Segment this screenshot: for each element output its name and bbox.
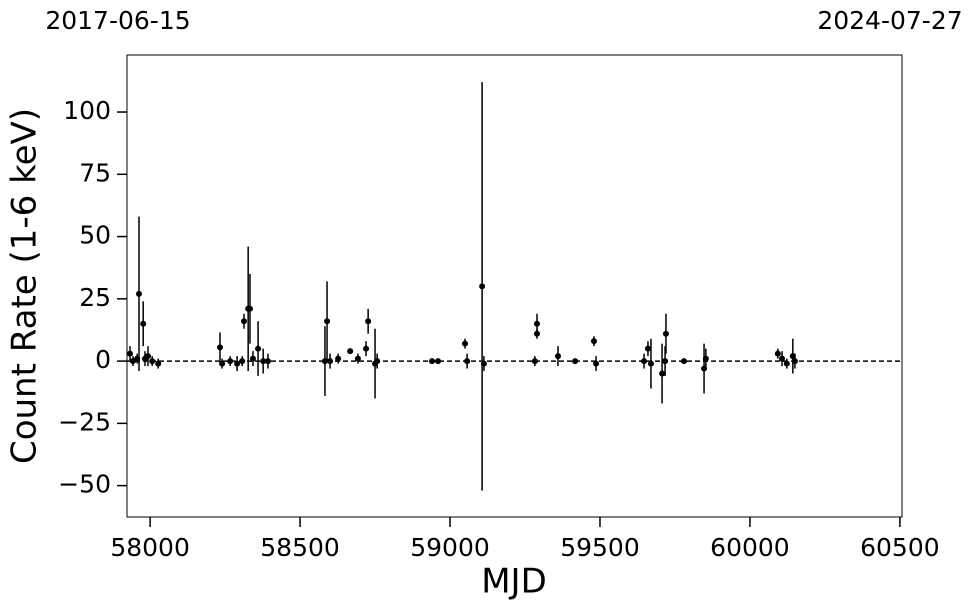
x-tick-label: 60500 bbox=[860, 533, 940, 562]
data-point bbox=[533, 320, 540, 327]
x-tick-label: 59500 bbox=[560, 533, 640, 562]
data-point bbox=[335, 355, 342, 362]
data-point bbox=[644, 345, 651, 352]
y-tick-label: 75 bbox=[79, 158, 111, 187]
data-point bbox=[240, 318, 247, 325]
data-point bbox=[347, 348, 354, 355]
y-tick-label: 50 bbox=[79, 221, 111, 250]
data-point bbox=[363, 345, 370, 352]
data-point bbox=[479, 283, 486, 290]
data-point bbox=[264, 358, 271, 365]
data-point bbox=[531, 358, 538, 365]
start-date: 2017-06-15 bbox=[45, 6, 190, 35]
data-point bbox=[144, 353, 151, 360]
data-point bbox=[779, 355, 786, 362]
data-point bbox=[647, 360, 654, 367]
data-point bbox=[593, 360, 600, 367]
data-point bbox=[135, 290, 142, 297]
end-date: 2024-07-27 bbox=[817, 6, 962, 35]
data-point bbox=[572, 358, 579, 365]
data-point bbox=[590, 338, 597, 345]
data-point bbox=[429, 358, 436, 365]
data-point bbox=[480, 360, 487, 367]
data-point bbox=[435, 358, 442, 365]
data-point bbox=[216, 344, 223, 351]
x-tick-label: 59000 bbox=[410, 533, 490, 562]
data-point bbox=[239, 358, 246, 365]
data-point bbox=[662, 358, 669, 365]
data-point bbox=[554, 353, 561, 360]
data-point bbox=[126, 350, 133, 357]
data-point bbox=[260, 358, 267, 365]
data-point bbox=[140, 320, 147, 327]
data-point bbox=[255, 345, 262, 352]
plot-frame bbox=[126, 54, 903, 518]
y-tick-label: 25 bbox=[79, 283, 111, 312]
y-tick-label: −50 bbox=[58, 470, 111, 499]
y-tick-label: 0 bbox=[95, 345, 111, 374]
data-point bbox=[774, 350, 781, 357]
x-tick-label: 60000 bbox=[710, 533, 790, 562]
data-point bbox=[246, 305, 253, 312]
data-point bbox=[702, 355, 709, 362]
data-point bbox=[374, 358, 381, 365]
data-point bbox=[234, 360, 241, 367]
data-point bbox=[365, 318, 372, 325]
data-point bbox=[155, 360, 162, 367]
y-tick-label: 100 bbox=[63, 96, 111, 125]
data-point bbox=[354, 355, 361, 362]
data-point bbox=[783, 360, 790, 367]
data-point bbox=[662, 330, 669, 337]
data-point bbox=[227, 358, 234, 365]
x-tick-label: 58500 bbox=[260, 533, 340, 562]
data-point bbox=[659, 370, 666, 377]
data-point bbox=[327, 358, 334, 365]
data-point bbox=[462, 340, 469, 347]
y-tick-label: −25 bbox=[58, 407, 111, 436]
y-axis-label: Count Rate (1-6 keV) bbox=[5, 108, 45, 464]
data-point bbox=[791, 358, 798, 365]
data-point bbox=[324, 318, 331, 325]
x-tick-label: 58000 bbox=[110, 533, 190, 562]
data-point bbox=[219, 360, 226, 367]
data-point bbox=[464, 358, 471, 365]
data-point bbox=[641, 358, 648, 365]
x-axis-label: MJD bbox=[481, 562, 547, 602]
data-point bbox=[149, 358, 156, 365]
data-point bbox=[249, 355, 256, 362]
data-point bbox=[680, 358, 687, 365]
